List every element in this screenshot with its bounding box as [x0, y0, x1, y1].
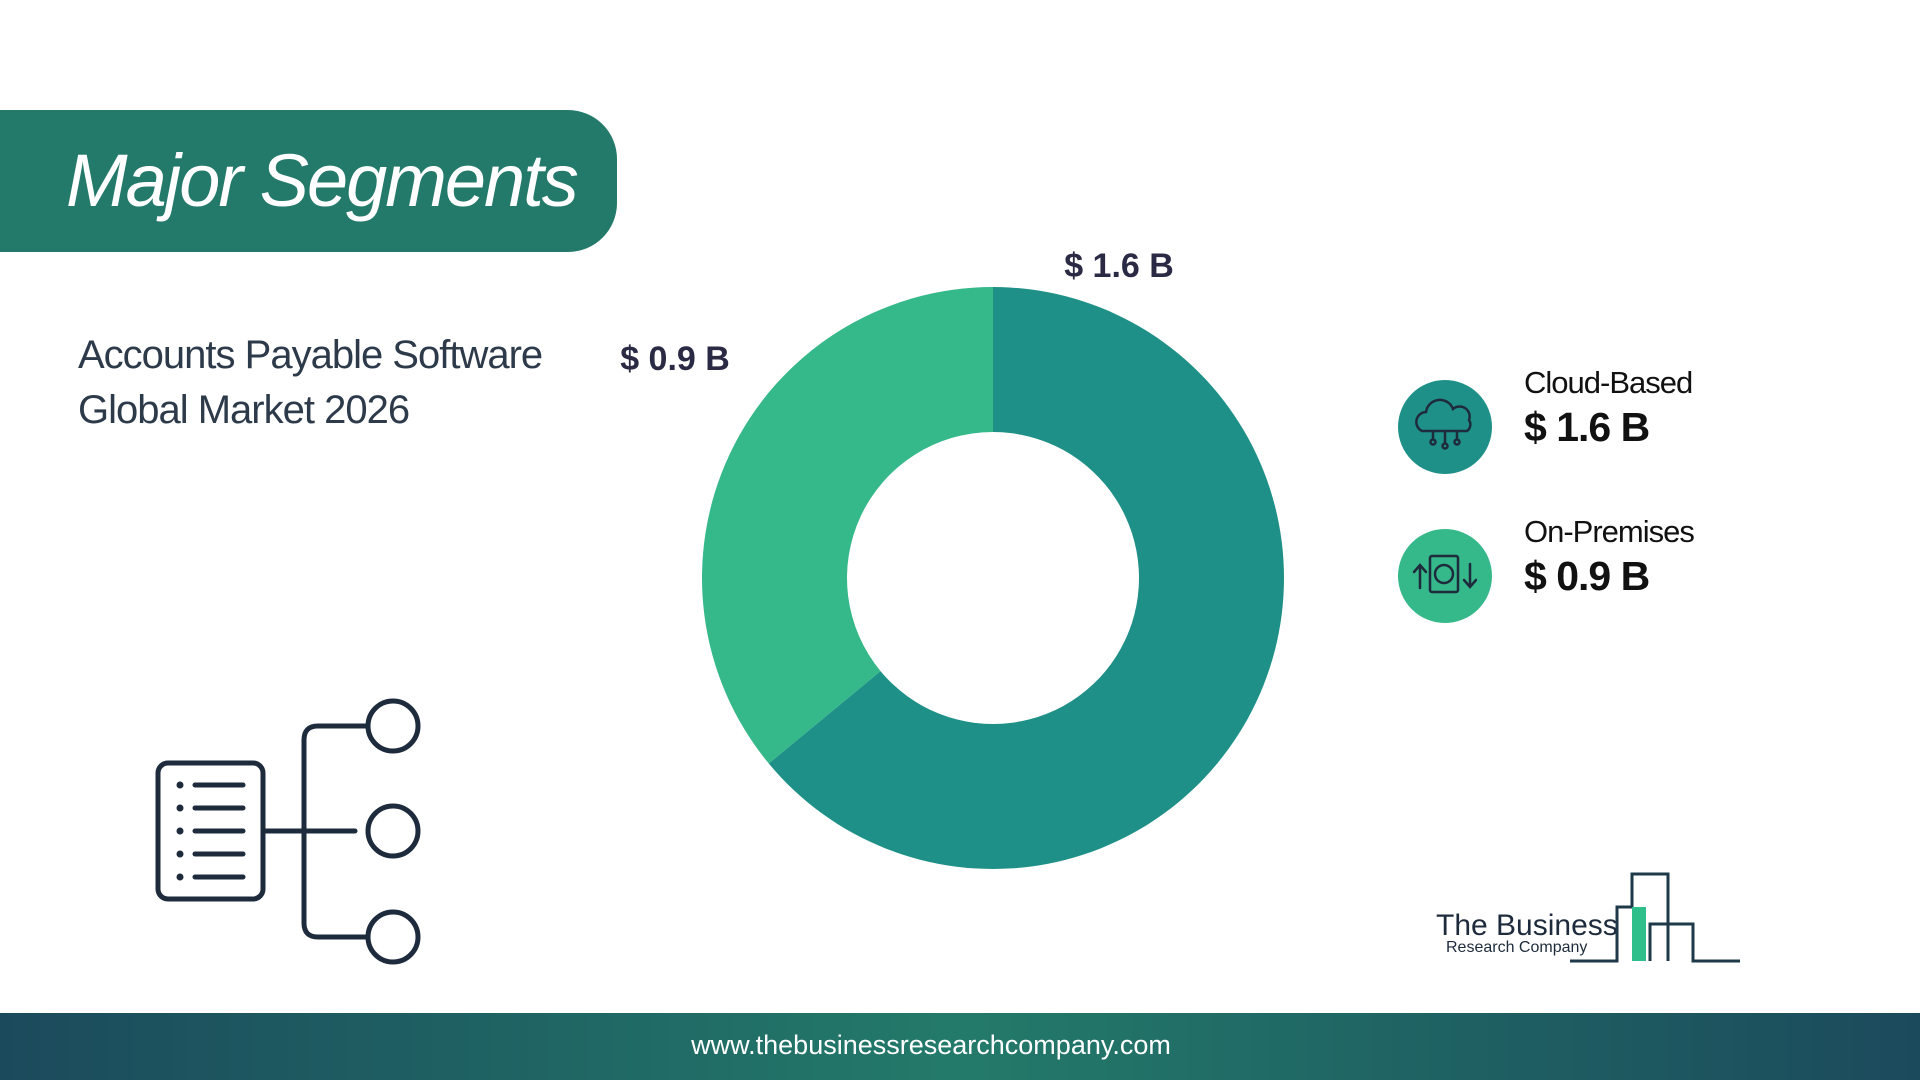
legend-icon	[1398, 380, 1492, 474]
footer-url: www.thebusinessresearchcompany.com	[690, 1030, 1171, 1060]
logo-line2: Research Company	[1446, 939, 1587, 956]
logo-line1: The Business	[1436, 909, 1618, 942]
segments-icon	[155, 698, 421, 965]
donut-segment	[768, 287, 1284, 870]
subtitle: Accounts Payable Software Global Market …	[78, 333, 543, 432]
legend-value: $ 0.9 B	[1524, 553, 1649, 599]
data-label: $ 1.6 B	[1064, 247, 1174, 285]
legend-label: Cloud-Based	[1524, 365, 1692, 400]
legend-label: On-Premises	[1524, 514, 1694, 549]
legend-value: $ 1.6 B	[1524, 404, 1649, 450]
legend-icon	[1398, 529, 1492, 623]
legend-glyph	[1412, 554, 1478, 594]
logo-bar	[1632, 907, 1646, 961]
data-label: $ 0.9 B	[620, 340, 730, 378]
header-title: Major Segments	[66, 139, 578, 222]
subtitle-box: Accounts Payable Software Global Market …	[78, 333, 543, 432]
donut-segment	[702, 287, 993, 764]
logo: The Business Research Company	[1436, 872, 1740, 963]
footer-bar	[0, 1013, 1920, 1080]
header-bar	[0, 110, 617, 252]
legend-glyph	[1415, 398, 1472, 450]
